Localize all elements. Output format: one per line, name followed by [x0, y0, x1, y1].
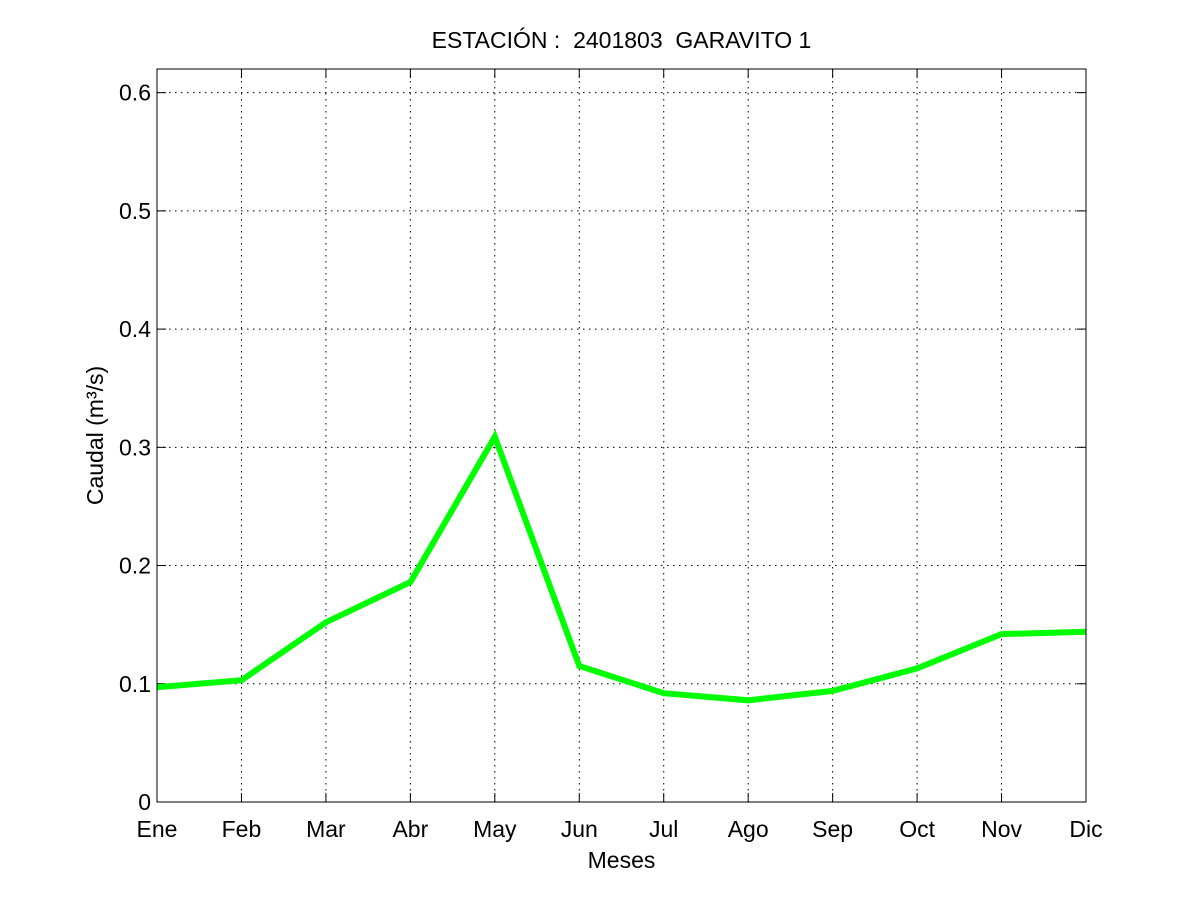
y-tick-label: 0.2	[119, 553, 151, 579]
y-tick-label: 0.4	[119, 316, 151, 342]
x-tick-label: Oct	[899, 816, 935, 842]
series-lines	[156, 429, 1087, 704]
y-axis-title: Caudal (m³/s)	[82, 366, 108, 505]
series-line	[156, 429, 1087, 704]
y-tick-labels: 0 0.1 0.2 0.3 0.4 0.5 0.6	[119, 80, 151, 815]
x-tick-label: Mar	[306, 816, 346, 842]
y-tick-label: 0.5	[119, 198, 151, 224]
x-tick-label: Sep	[812, 816, 853, 842]
x-tick-label: May	[473, 816, 517, 842]
y-tick-label: 0.6	[119, 80, 151, 106]
grid	[157, 69, 1086, 802]
x-tick-label: Nov	[981, 816, 1022, 842]
x-tick-label: Jun	[561, 816, 598, 842]
x-axis-title: Meses	[588, 847, 656, 873]
x-tick-label: Ene	[137, 816, 178, 842]
axes-box	[156, 68, 1087, 803]
x-tick-labels: Ene Feb Mar Abr May Jun Jul Ago Sep Oct Nov Dic	[137, 816, 1103, 842]
x-tick-label: Abr	[392, 816, 428, 842]
x-tick-label: Jul	[649, 816, 678, 842]
y-tick-label: 0	[138, 789, 151, 815]
chart-title: ESTACIÓN : 2401803 GARAVITO 1	[432, 27, 812, 53]
y-tick-label: 0.3	[119, 434, 151, 460]
x-tick-label: Feb	[222, 816, 262, 842]
x-tick-label: Dic	[1069, 816, 1102, 842]
y-tick-label: 0.1	[119, 671, 151, 697]
x-tick-label: Ago	[728, 816, 769, 842]
tick-marks	[156, 69, 1087, 803]
